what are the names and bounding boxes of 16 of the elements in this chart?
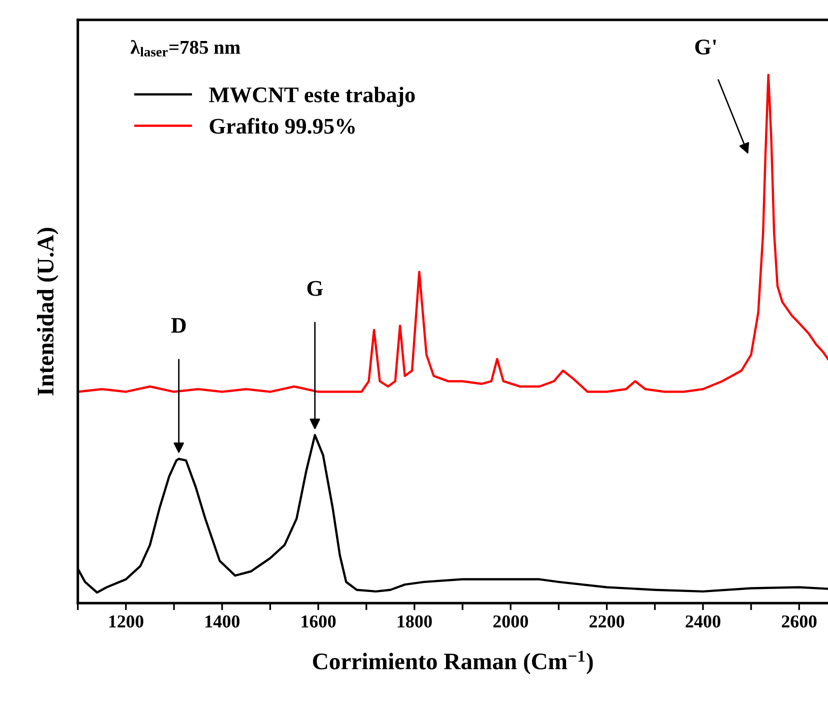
text: λ$_{laser}$=785 nm [130,40,240,57]
x-tick-label: 2400 [686,615,720,628]
x-tick-label: 1200 [109,615,144,628]
x-axis-title: Corrimiento Raman (Cm$^{−1}$) [312,650,593,674]
x-tick-label: 2000 [493,615,528,628]
annotation: G' [695,40,716,55]
annotation: D [171,318,186,333]
x-tick-label: 1600 [302,615,336,628]
y-axis-title: Intensidad (U.A) [36,228,58,396]
x-tick-label: 1800 [398,615,432,628]
legend-label: MWCNT este trabajo [209,86,415,107]
x-tick-label: 2600 [782,615,817,628]
x-tick-label: 1400 [205,615,240,628]
x-tick-label: 2200 [590,615,624,628]
legend-label: Grafito 99.95% [210,118,355,134]
annotation: G [307,280,323,296]
